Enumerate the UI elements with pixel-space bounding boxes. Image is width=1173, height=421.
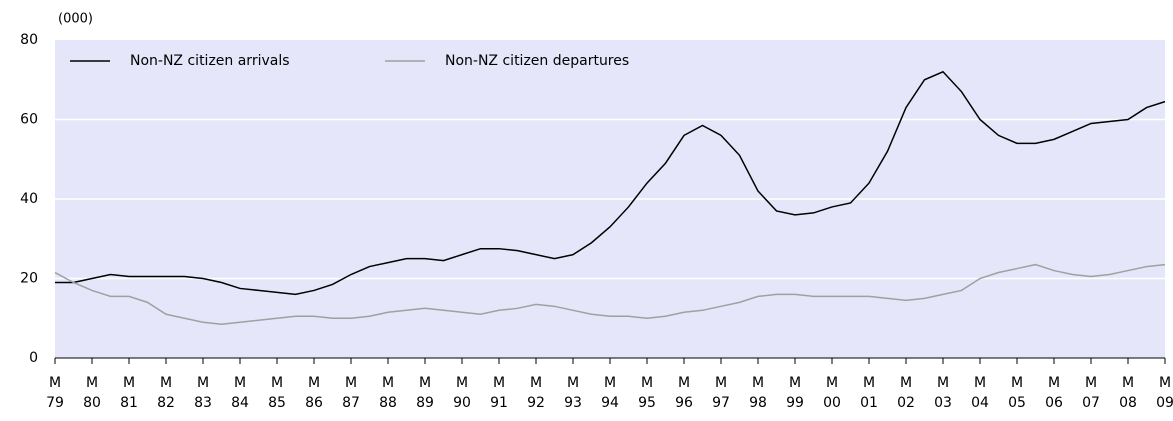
series-line [54,263,1166,325]
x-tick-prefix: M [1048,375,1060,391]
x-tick-label: 92 [527,395,545,411]
x-tick-label: 80 [83,395,101,411]
x-tick-prefix: M [382,375,394,391]
x-tick-label: 94 [601,395,619,411]
x-tick-prefix: M [678,375,690,391]
x-tick-prefix: M [900,375,912,391]
x-tick-label: 99 [786,395,804,411]
x-tick-prefix: M [641,375,653,391]
x-tick-prefix: M [567,375,579,391]
x-tick-label: 09 [1156,395,1173,411]
x-tick-label: 84 [231,395,249,411]
x-tick-label: 79 [46,395,64,411]
x-tick-prefix: M [49,375,61,391]
x-tick-prefix: M [160,375,172,391]
y-tick-label: 80 [20,32,38,48]
x-tick-prefix: M [271,375,283,391]
x-tick-label: 85 [268,395,286,411]
x-tick-label: 90 [453,395,471,411]
legend-label: Non-NZ citizen arrivals [130,53,290,69]
x-tick-prefix: M [1122,375,1134,391]
x-tick-prefix: M [123,375,135,391]
x-tick-label: 06 [1045,395,1063,411]
x-tick-label: 03 [934,395,952,411]
y-tick-label: 20 [20,271,38,287]
x-tick-prefix: M [456,375,468,391]
x-tick-prefix: M [604,375,616,391]
x-tick-prefix: M [752,375,764,391]
x-tick-prefix: M [345,375,357,391]
x-tick-label: 95 [638,395,656,411]
x-tick-prefix: M [937,375,949,391]
x-tick-prefix: M [308,375,320,391]
x-tick-label: 81 [120,395,138,411]
x-tick-prefix: M [197,375,209,391]
x-tick-prefix: M [493,375,505,391]
x-tick-prefix: M [974,375,986,391]
x-tick-label: 97 [712,395,730,411]
x-tick-label: 01 [860,395,878,411]
x-tick-label: 88 [379,395,397,411]
x-tick-label: 96 [675,395,693,411]
x-tick-label: 98 [749,395,767,411]
x-tick-prefix: M [419,375,431,391]
x-tick-prefix: M [789,375,801,391]
x-tick-label: 83 [194,395,212,411]
x-tick-label: 89 [416,395,434,411]
y-tick-label: 0 [29,350,38,366]
x-tick-prefix: M [715,375,727,391]
y-tick-label: 60 [20,112,38,128]
y-unit-label: (000) [58,12,93,27]
x-tick-prefix: M [863,375,875,391]
series-line [55,70,1166,296]
y-tick-label: 40 [20,191,38,207]
x-tick-label: 00 [823,395,841,411]
x-tick-label: 93 [564,395,582,411]
x-tick-label: 02 [897,395,915,411]
x-tick-prefix: M [1085,375,1097,391]
x-tick-label: 04 [971,395,989,411]
x-tick-prefix: M [1159,375,1171,391]
x-tick-label: 05 [1008,395,1026,411]
x-tick-label: 86 [305,395,323,411]
x-tick-prefix: M [530,375,542,391]
x-tick-label: 87 [342,395,360,411]
x-tick-label: 82 [157,395,175,411]
x-tick-prefix: M [234,375,246,391]
x-tick-prefix: M [86,375,98,391]
x-tick-prefix: M [1011,375,1023,391]
x-tick-label: 07 [1082,395,1100,411]
x-tick-label: 91 [490,395,508,411]
x-tick-prefix: M [826,375,838,391]
x-tick-label: 08 [1119,395,1137,411]
legend-label: Non-NZ citizen departures [445,53,629,69]
